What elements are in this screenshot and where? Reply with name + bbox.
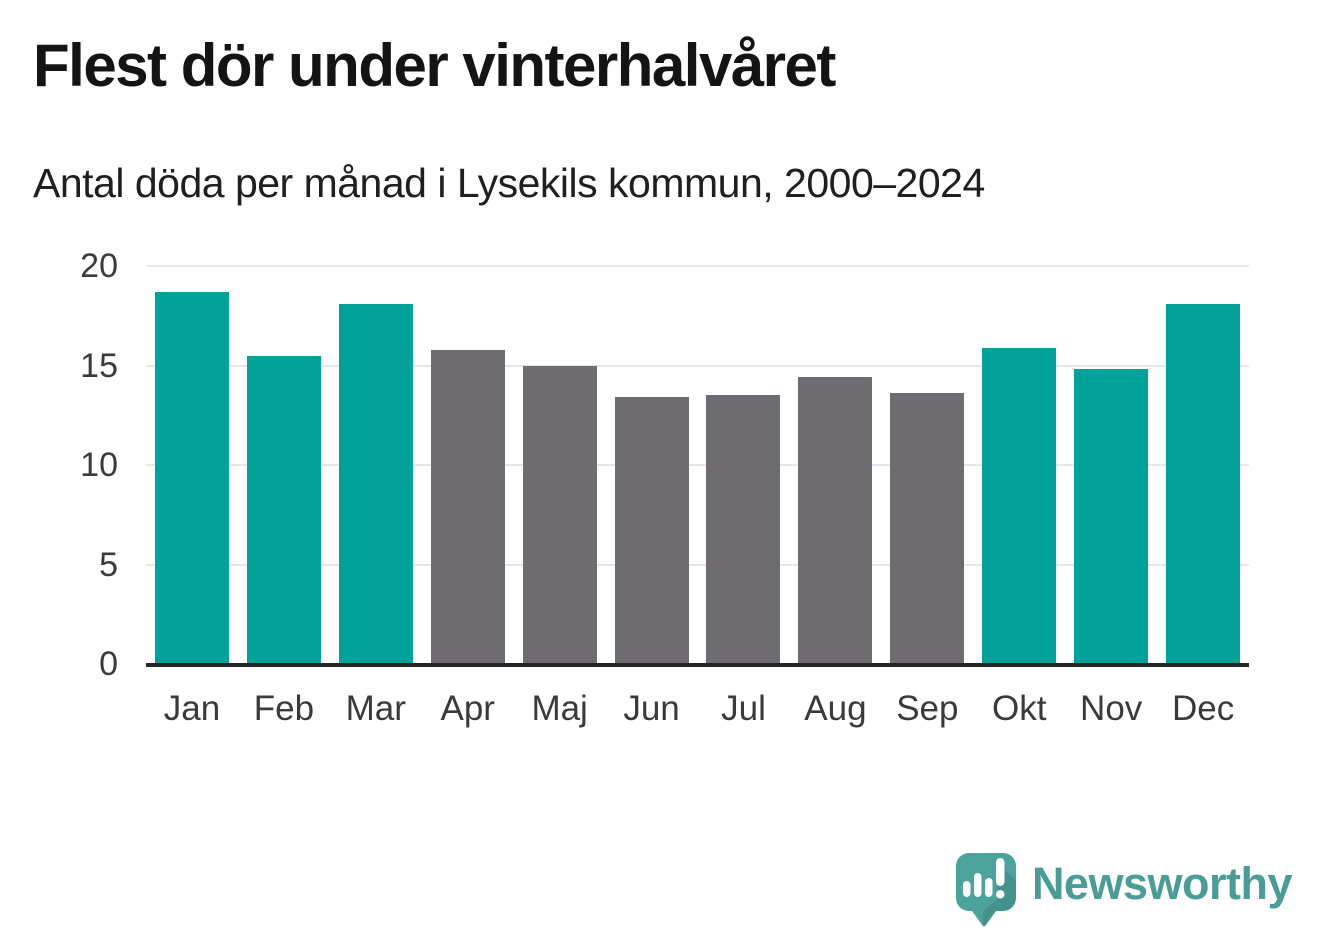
gridline-5 bbox=[146, 563, 1249, 566]
x-tick-label: Maj bbox=[531, 689, 588, 728]
y-tick-label: 0 bbox=[99, 645, 118, 683]
newsworthy-logo-icon bbox=[955, 853, 1016, 927]
y-tick-label: 15 bbox=[80, 346, 118, 385]
x-tick-label: Jan bbox=[163, 689, 221, 728]
y-tick-label: 20 bbox=[80, 247, 118, 285]
bar-cell-mar bbox=[330, 266, 422, 664]
bar-jul bbox=[706, 395, 781, 664]
bars-row bbox=[146, 266, 1249, 664]
bar-cell-sep bbox=[881, 266, 973, 664]
page-title: Flest dör under vinterhalvåret bbox=[33, 32, 836, 99]
x-tick-label: Mar bbox=[345, 689, 406, 728]
bar-cell-maj bbox=[514, 266, 606, 664]
x-tick-label: Okt bbox=[992, 689, 1047, 728]
gridline-10 bbox=[146, 464, 1249, 466]
bar-cell-feb bbox=[238, 266, 330, 664]
y-tick-label: 10 bbox=[80, 446, 118, 484]
x-tick-label: Apr bbox=[440, 689, 495, 728]
x-tick-label: Jul bbox=[721, 689, 766, 728]
x-tick-label: Dec bbox=[1171, 689, 1235, 728]
bar-sep bbox=[890, 393, 965, 664]
bar-mar bbox=[338, 303, 413, 664]
bar-cell-aug bbox=[789, 266, 881, 664]
bar-cell-okt bbox=[973, 266, 1065, 664]
bar-cell-jan bbox=[146, 266, 238, 664]
bar-maj bbox=[522, 365, 597, 664]
bar-cell-dec bbox=[1157, 266, 1249, 664]
x-tick-label: Jun bbox=[623, 689, 680, 728]
brand-footer: Newsworthy bbox=[953, 844, 1293, 928]
x-tick-label: Aug bbox=[804, 689, 867, 728]
x-axis: Jan Feb Mar Apr Maj Jun Jul Aug Sep Okt Nov Dec bbox=[146, 688, 1249, 730]
bar-aug bbox=[798, 377, 873, 664]
x-tick-label: Feb bbox=[253, 689, 315, 728]
bar-nov bbox=[1074, 369, 1149, 664]
brand-name: Newsworthy bbox=[1031, 857, 1293, 909]
plot-area bbox=[146, 265, 1249, 664]
x-axis-line bbox=[146, 663, 1249, 667]
bar-okt bbox=[982, 347, 1057, 664]
x-tick-label: Nov bbox=[1080, 689, 1143, 728]
bar-apr bbox=[430, 349, 505, 664]
y-tick-label: 5 bbox=[99, 545, 118, 584]
gridline-20 bbox=[146, 265, 1249, 267]
bar-cell-jul bbox=[698, 266, 790, 664]
bar-jan bbox=[154, 291, 229, 664]
x-tick-label: Sep bbox=[896, 689, 959, 728]
bar-jun bbox=[614, 397, 689, 664]
y-axis: 0 5 10 15 20 bbox=[0, 249, 118, 681]
chart-subtitle: Antal döda per månad i Lysekils kommun, … bbox=[33, 160, 985, 206]
bar-cell-nov bbox=[1065, 266, 1157, 664]
bar-feb bbox=[246, 355, 321, 664]
bar-cell-apr bbox=[422, 266, 514, 664]
bar-dec bbox=[1166, 303, 1241, 664]
bar-cell-jun bbox=[606, 266, 698, 664]
gridline-15 bbox=[146, 364, 1249, 367]
